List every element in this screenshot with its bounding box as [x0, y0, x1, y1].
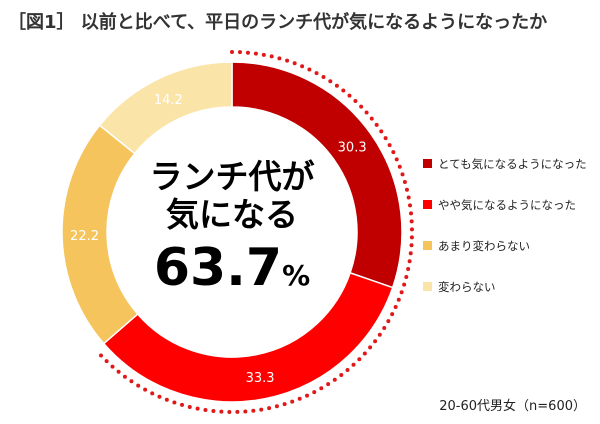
- slice-4: [98, 61, 233, 155]
- legend-swatch-4: [423, 282, 432, 291]
- highlight-dotted-arc: [94, 50, 414, 414]
- chart-title: ［図1］ 以前と比べて、平日のランチ代が気になるようになったか: [8, 12, 548, 33]
- center-line-1: ランチ代が: [150, 157, 315, 196]
- center-line-2: 気になる: [166, 195, 298, 234]
- sample-note: 20-60代男女（n=600）: [439, 399, 586, 414]
- center-percentage-unit: %: [282, 259, 310, 292]
- legend-label-4: 変わらない: [438, 280, 496, 294]
- donut-slices: [61, 61, 403, 403]
- slice-value-label-1: 30.3: [338, 140, 367, 155]
- center-label: ランチ代が 気になる 63.7%: [150, 157, 315, 298]
- legend-label-3: あまり変わらない: [438, 239, 530, 253]
- slice-value-label-4: 14.2: [154, 93, 183, 108]
- dotted-arc: [94, 50, 414, 414]
- legend-swatch-3: [423, 241, 432, 250]
- slice-value-label-3: 22.2: [70, 229, 99, 244]
- legend-label-2: やや気になるようになった: [438, 198, 576, 212]
- slice-value-label-2: 33.3: [246, 371, 275, 386]
- center-percentage: 63.7%: [154, 238, 310, 298]
- legend-label-1: とても気になるようになった: [438, 157, 587, 171]
- legend-swatch-1: [423, 159, 432, 168]
- legend-swatch-2: [423, 200, 432, 209]
- center-percentage-value: 63.7: [154, 238, 282, 298]
- slice-labels: 30.3 33.3 22.2 14.2: [70, 93, 367, 386]
